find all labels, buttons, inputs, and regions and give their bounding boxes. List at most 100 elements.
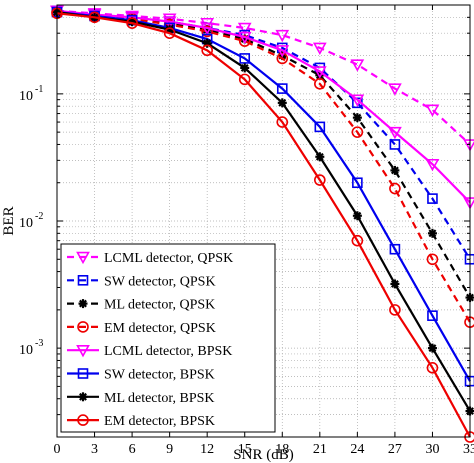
series-line	[56, 9, 471, 146]
data-point	[162, 16, 177, 29]
data-point	[275, 29, 290, 43]
x-tick-label: 9	[166, 442, 173, 457]
data-point	[88, 11, 101, 24]
series-line	[56, 10, 471, 299]
data-point	[276, 52, 289, 65]
legend: LCML detector, QPSK SW detector, QPSK ML d…	[60, 243, 276, 433]
data-point	[389, 243, 401, 255]
series-1	[50, 5, 474, 152]
y-tick-exponent: -3	[35, 338, 43, 349]
x-tick-label: 3	[91, 442, 98, 457]
legend-entry: SW detector, BPSK	[67, 368, 215, 383]
y-tick-exponent: -2	[35, 211, 43, 222]
data-point	[425, 104, 440, 117]
data-point	[201, 25, 213, 38]
legend-marker	[78, 299, 88, 309]
data-point	[125, 12, 139, 25]
data-point	[352, 177, 363, 189]
series-2	[51, 5, 474, 265]
legend-entry: EM detector, BPSK	[67, 414, 215, 429]
data-point	[351, 126, 364, 138]
data-point	[352, 211, 362, 221]
legend-label: SW detector, BPSK	[104, 368, 215, 383]
series-line	[56, 12, 471, 438]
x-tick-label: 27	[388, 442, 402, 457]
x-tick-label: 18	[275, 442, 289, 457]
data-point	[427, 343, 437, 353]
data-point	[163, 27, 176, 40]
x-tick-label: 6	[129, 442, 136, 457]
data-point	[201, 44, 213, 57]
series-line	[56, 10, 471, 412]
legend-label: EM detector, BPSK	[104, 414, 215, 429]
data-point	[237, 22, 252, 36]
data-point	[426, 253, 439, 266]
x-tick-label: 15	[238, 442, 252, 457]
y-tick-exponent: -1	[35, 84, 43, 95]
x-axis: 0 3 6 9 12 15 18 21 24 27 30 33	[54, 5, 474, 457]
legend-marker	[76, 251, 90, 265]
data-point	[389, 304, 401, 316]
data-point	[350, 59, 365, 72]
x-tick-label: 30	[425, 442, 439, 457]
data-point	[390, 279, 400, 289]
x-tick-label: 33	[463, 442, 474, 457]
legend-marker	[77, 368, 89, 379]
data-point	[126, 17, 138, 29]
data-point	[314, 121, 326, 133]
data-point	[425, 158, 440, 172]
legend-entry: LCML detector, BPSK	[67, 344, 232, 359]
data-point	[350, 94, 365, 107]
legend-marker	[78, 392, 88, 402]
legend-entry: ML detector, BPSK	[67, 391, 215, 406]
y-tick-label: 10	[19, 216, 33, 231]
legend-marker	[77, 414, 89, 426]
x-tick-label: 21	[313, 442, 327, 457]
data-point	[315, 152, 325, 162]
y-axis-label: BER	[1, 206, 17, 235]
data-point	[427, 228, 437, 238]
data-point	[200, 22, 215, 36]
data-point	[239, 53, 251, 64]
data-point	[275, 45, 290, 58]
data-point	[162, 13, 177, 26]
legend-box	[60, 243, 276, 433]
data-point	[276, 83, 288, 94]
legend-label: SW detector, QPSK	[104, 274, 216, 289]
y-tick-label: 10	[19, 89, 33, 104]
y-tick-label: 10	[19, 343, 33, 358]
x-axis-label: SNR (dB)	[233, 447, 293, 463]
data-point	[427, 193, 438, 204]
data-point	[426, 362, 439, 374]
data-point	[237, 31, 252, 45]
legend-label: LCML detector, BPSK	[104, 344, 232, 359]
x-tick-label: 24	[350, 442, 364, 457]
legend-label: LCML detector, QPSK	[104, 251, 233, 266]
data-point	[388, 83, 402, 96]
data-point	[314, 174, 326, 186]
series-line	[56, 9, 471, 204]
legend-marker	[76, 344, 90, 358]
data-point	[314, 77, 326, 90]
x-tick-label: 12	[200, 442, 214, 457]
legend-label: EM detector, QPSK	[104, 321, 216, 336]
data-point	[390, 165, 400, 175]
data-point	[389, 139, 401, 150]
legend-marker	[77, 274, 89, 286]
legend-label: ML detector, QPSK	[104, 298, 215, 313]
legend-entry: LCML detector, QPSK	[67, 251, 233, 266]
x-tick-label: 0	[54, 442, 61, 457]
data-point	[352, 113, 362, 123]
data-point	[389, 182, 401, 195]
legend-entry: ML detector, QPSK	[67, 298, 215, 313]
data-point	[351, 234, 364, 247]
series-line	[56, 10, 471, 382]
data-point	[388, 126, 402, 140]
legend-entry: EM detector, QPSK	[67, 321, 216, 336]
data-point	[312, 66, 327, 79]
y-axis: 10-110-210-3	[19, 4, 470, 438]
data-point	[277, 98, 287, 108]
series-5	[50, 5, 474, 210]
series-line	[56, 9, 471, 260]
